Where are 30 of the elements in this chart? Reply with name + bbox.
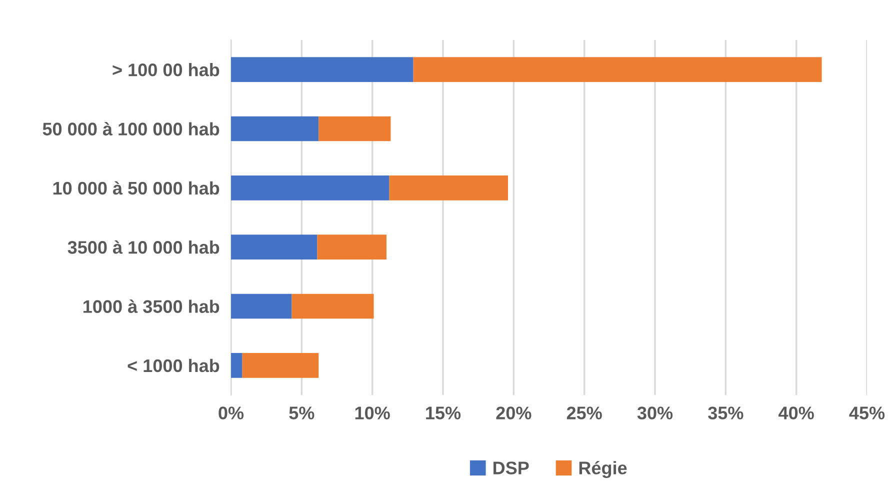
bar	[292, 294, 374, 319]
x-tick-label: 35%	[708, 406, 744, 420]
y-tick-label: > 100 00 hab	[112, 63, 220, 76]
bar	[318, 116, 391, 142]
x-tick-label: 45%	[849, 406, 885, 420]
x-tick-label: 20%	[496, 406, 532, 420]
x-tick-label: 30%	[637, 406, 673, 420]
bar	[317, 234, 386, 260]
bar	[231, 116, 319, 142]
y-tick-label: 10 000 à 50 000 hab	[53, 181, 220, 195]
x-tick-label: 40%	[778, 406, 814, 420]
bar	[242, 352, 319, 378]
x-tick-label: 10%	[355, 406, 390, 420]
x-tick-label: 5%	[289, 406, 314, 420]
bar	[231, 234, 318, 260]
x-tick-label: 0%	[218, 406, 244, 420]
y-tick-label: 3500 à 10 000 hab	[68, 240, 220, 254]
bar	[231, 57, 414, 82]
y-tick-label: 1000 à 3500 hab	[84, 300, 220, 313]
bar	[231, 352, 242, 378]
bar	[231, 294, 292, 319]
legend-label: Régie	[579, 460, 627, 478]
bar	[231, 175, 390, 200]
x-tick-label: 15%	[426, 406, 461, 420]
bar	[389, 175, 508, 200]
y-tick-label: < 1000 hab	[128, 358, 220, 372]
legend-label: DSP	[494, 462, 529, 474]
x-tick-label: 25%	[566, 406, 602, 420]
bar	[413, 57, 822, 82]
y-tick-label: 50 000 à 100 000 hab	[42, 122, 220, 136]
